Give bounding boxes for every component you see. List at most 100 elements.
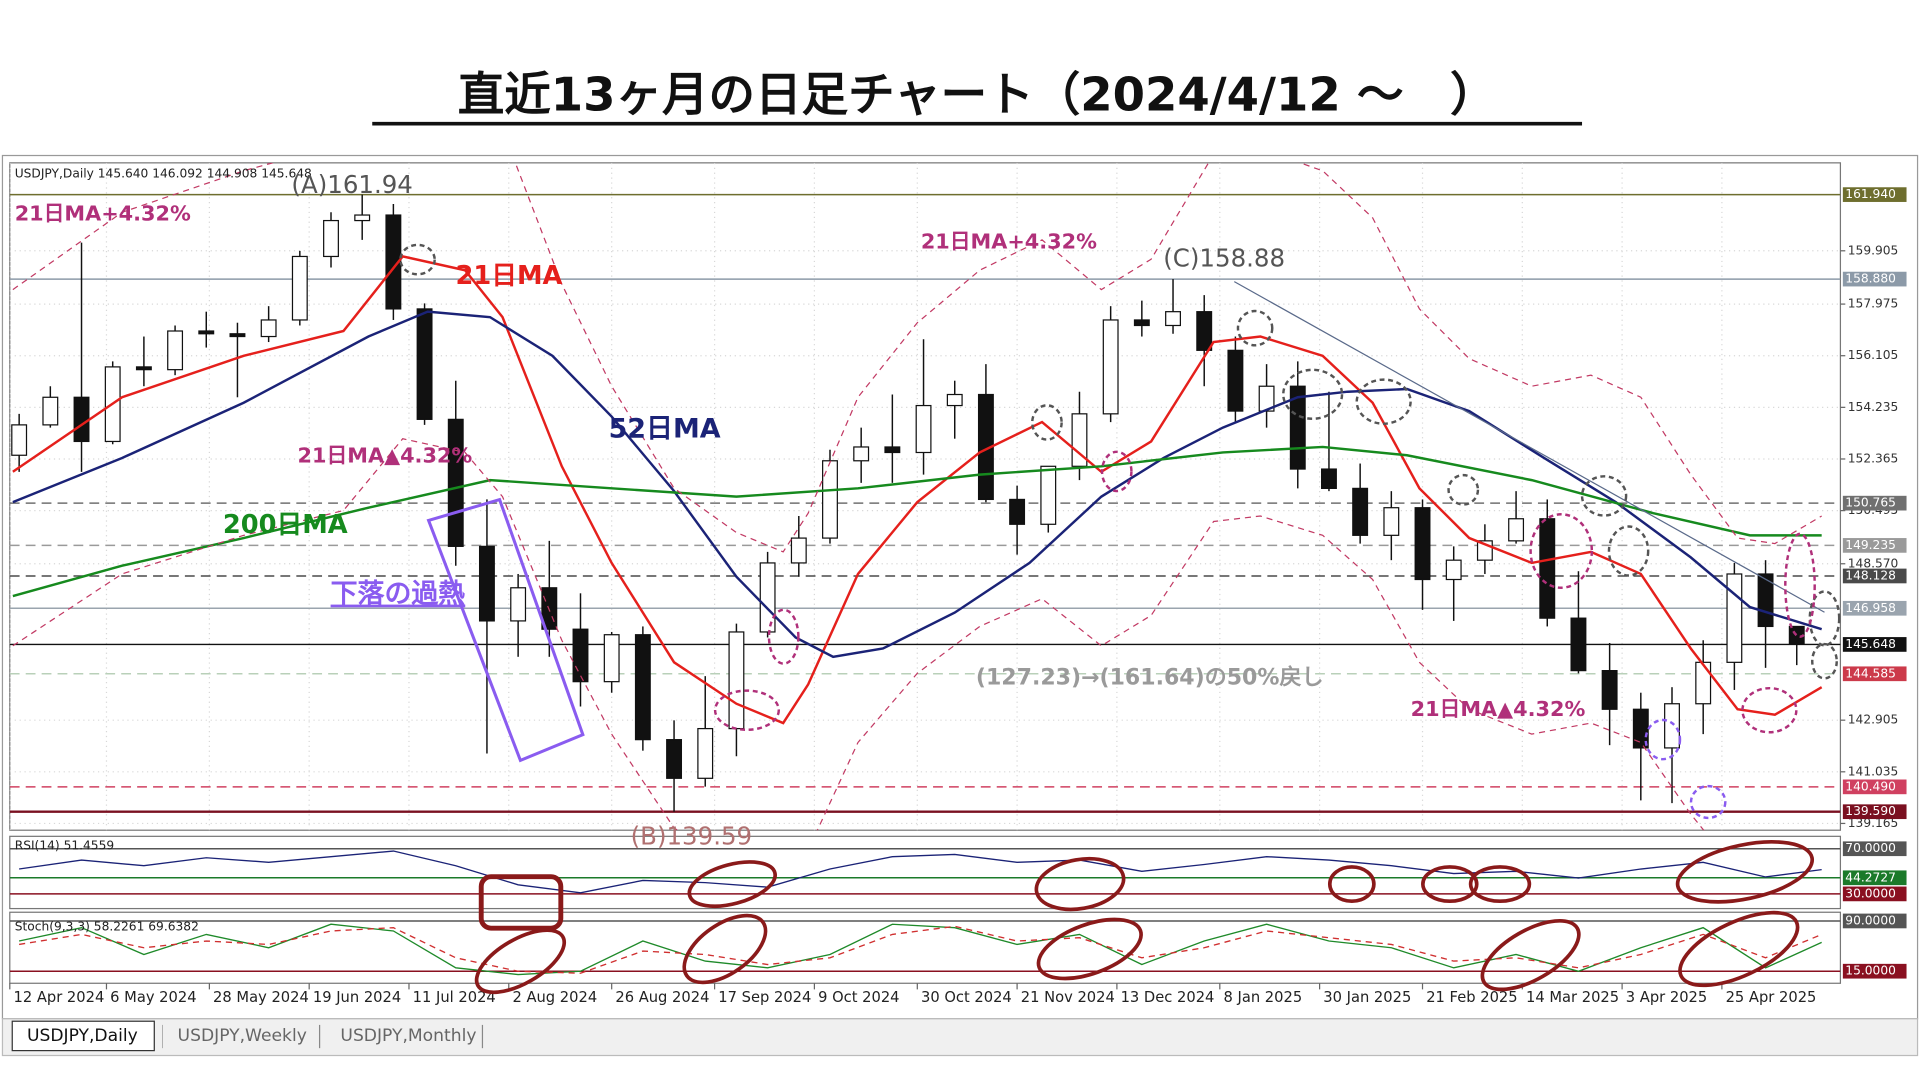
tab[interactable] [162, 1021, 315, 1051]
level-label-box [1842, 538, 1907, 553]
annotation: 21日MA+4.32% [921, 229, 1097, 253]
stoch-panel [9, 911, 1842, 984]
x-tick-label: 21 Feb 2025 [1426, 989, 1517, 1006]
tab[interactable] [11, 1020, 155, 1052]
candle-body [11, 424, 28, 456]
tab[interactable] [325, 1021, 478, 1051]
x-tick-label: 11 Jul 2024 [413, 989, 496, 1006]
level-label: 44.2727 [1845, 870, 1896, 884]
candle-body [291, 255, 308, 321]
highlight-circle [1100, 450, 1133, 493]
chart-header: USDJPY,Daily 145.640 146.092 144.908 145… [15, 166, 312, 180]
annotation: 下落の過熱 [331, 579, 466, 610]
candle-body [510, 587, 527, 622]
level-label: 90.0000 [1845, 913, 1896, 927]
highlight-circle [1689, 784, 1727, 820]
candle-body [915, 404, 932, 454]
highlight-oval [687, 860, 777, 909]
candle-body [1227, 349, 1244, 412]
level-label-box [1842, 271, 1907, 287]
annotation: 21日MA▲4.32% [1411, 697, 1586, 721]
highlight-oval [474, 928, 567, 995]
highlight-oval [1480, 918, 1581, 992]
annotation: (C)158.88 [1163, 244, 1285, 273]
annotation: (A)161.94 [291, 170, 412, 199]
candle-body [229, 333, 246, 338]
indicator-line [19, 850, 1822, 894]
x-tick-label: 6 May 2024 [110, 989, 196, 1006]
tab-label[interactable]: USDJPY,Weekly [178, 1026, 307, 1046]
highlight-oval [1678, 910, 1800, 988]
candle-body [822, 460, 838, 539]
highlight-circle [1784, 532, 1816, 638]
y-tick-label: 157.975 [1848, 297, 1899, 311]
y-tick-label: 142.905 [1848, 713, 1899, 727]
level-label-box [1842, 886, 1907, 902]
highlight-oval [1421, 865, 1479, 904]
level-label: 149.235 [1845, 538, 1896, 552]
candle-body [1102, 319, 1119, 415]
highlight-circle [1236, 309, 1274, 347]
candle-body [1321, 468, 1337, 489]
candle-body [1445, 559, 1462, 581]
candle-body [1726, 573, 1743, 663]
rsi-panel [9, 835, 1842, 910]
candle-body [447, 418, 464, 547]
candle-body [666, 739, 683, 779]
level-label-box [1842, 495, 1907, 511]
level-label-box [1842, 963, 1907, 979]
tab-label[interactable]: USDJPY,Daily [27, 1026, 138, 1046]
x-tick-label: 19 Jun 2024 [313, 989, 401, 1006]
candle-body [1040, 465, 1057, 525]
candle-body [416, 308, 433, 420]
y-tick-label: 152.365 [1848, 451, 1899, 465]
highlight-oval [1036, 917, 1143, 981]
y-tick-label: 154.235 [1848, 400, 1899, 414]
highlight-circle [767, 608, 800, 665]
candle-body [884, 446, 901, 454]
ma-line [12, 445, 1822, 598]
highlight-circle [1031, 404, 1063, 441]
highlight-circle [1811, 642, 1838, 680]
x-tick-label: 28 May 2024 [213, 989, 309, 1006]
x-tick-label: 13 Dec 2024 [1121, 989, 1215, 1006]
y-tick-label: 156.105 [1848, 348, 1899, 362]
rsi-label: RSI(14) 51.4559 [15, 839, 114, 853]
ma-line [12, 310, 1823, 659]
annotation: 200日MA [223, 510, 348, 540]
page-title: 直近13ヶ月の日足チャート（2024/4/12 ～ ） [458, 67, 1497, 121]
candle-body [603, 634, 620, 683]
level-label: 30.0000 [1845, 886, 1896, 900]
chart-window [1, 154, 1919, 1020]
indicator-line [18, 925, 1822, 974]
candle-body [167, 330, 184, 371]
highlight-rect [478, 874, 564, 931]
candle-body [73, 396, 90, 443]
ma-line [12, 255, 1823, 725]
candle-body [1009, 498, 1026, 525]
level-label-box [1842, 804, 1907, 820]
tab-label[interactable]: USDJPY,Monthly [340, 1026, 476, 1046]
level-label-box [1842, 666, 1907, 682]
candle-body [1071, 413, 1088, 467]
candle-body [1601, 670, 1618, 710]
candle-body [260, 319, 277, 338]
level-label-box [1842, 870, 1907, 886]
level-label: 158.880 [1845, 272, 1896, 286]
candle-body [1196, 311, 1213, 351]
annotation: (127.23)→(161.64)の50%戻し [976, 664, 1324, 690]
x-tick-label: 14 Mar 2025 [1526, 989, 1619, 1006]
candle-body [946, 393, 963, 407]
y-tick-label: 159.905 [1848, 243, 1899, 257]
highlight-circle [713, 689, 780, 732]
candle-body [1165, 311, 1181, 327]
level-label: 139.590 [1845, 804, 1896, 818]
x-tick-label: 8 Jan 2025 [1223, 989, 1302, 1006]
trend-line [1233, 281, 1825, 613]
candle-body [1352, 487, 1369, 536]
level-label: 70.0000 [1845, 841, 1896, 855]
candle-body [198, 330, 215, 335]
highlight-circle [1447, 473, 1480, 506]
level-label: 146.958 [1845, 601, 1896, 615]
